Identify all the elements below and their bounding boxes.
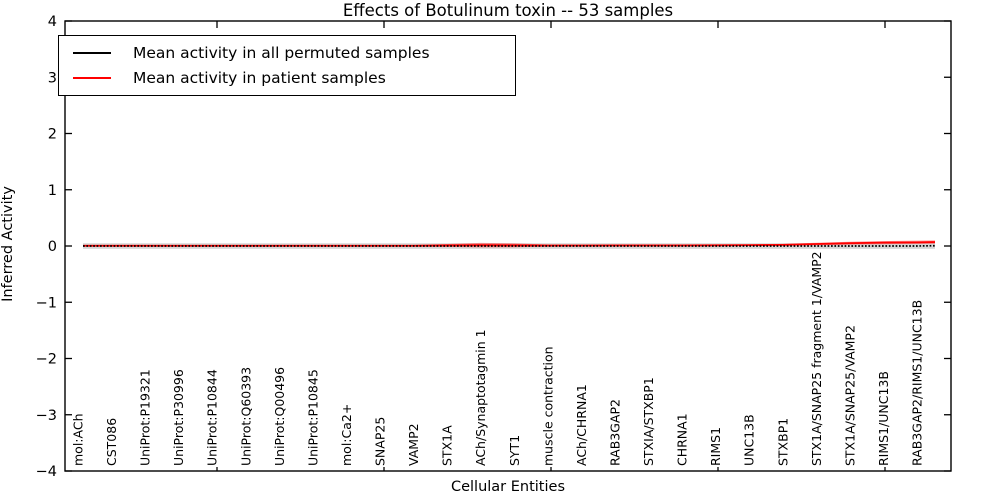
category-label: CST086 (104, 418, 119, 466)
category-label: ACh/CHRNA1 (574, 384, 589, 466)
y-tick-label: 1 (48, 183, 57, 199)
category-label: RIMS1 (708, 427, 723, 466)
x-axis-label: Cellular Entities (450, 479, 566, 495)
category-label: UNC13B (742, 414, 757, 466)
category-label: RIMS1/UNC13B (876, 371, 891, 466)
y-axis-label: Inferred Activity (0, 186, 16, 302)
y-tick-label: 2 (48, 127, 57, 143)
category-label: muscle contraction (540, 346, 555, 466)
legend-item: Mean activity in all permuted samples (73, 40, 515, 66)
legend-line-sample (73, 51, 111, 54)
category-label: SYT1 (507, 435, 522, 466)
category-label: UniProt:P10844 (205, 369, 220, 466)
category-label: UniProt:P30996 (171, 369, 186, 466)
y-tick-label: −4 (36, 464, 57, 480)
y-tick-label: −3 (36, 408, 57, 424)
category-label: STXBP1 (775, 418, 790, 466)
legend-item-label: Mean activity in patient samples (133, 69, 386, 88)
category-label: UniProt:P10845 (305, 369, 320, 466)
legend: Mean activity in all permuted samples Mea… (58, 35, 516, 96)
category-label: SNAP25 (373, 417, 388, 466)
category-label: STXIA/STXBP1 (641, 377, 656, 466)
category-label: RAB3GAP2/RIMS1/UNC13B (910, 300, 925, 466)
category-label: ACh/Synaptotagmin 1 (473, 329, 488, 466)
y-tick-label: −2 (36, 352, 57, 368)
legend-line-sample (73, 77, 111, 80)
category-label: mol:Ca2+ (339, 404, 354, 466)
y-tick-label: −1 (36, 295, 57, 311)
category-label: VAMP2 (406, 423, 421, 466)
legend-item: Mean activity in patient samples (73, 66, 515, 92)
category-label: STX1A/SNAP25/VAMP2 (842, 325, 857, 466)
category-label: STX1A (440, 425, 455, 466)
y-tick-label: 0 (48, 239, 57, 255)
category-label: UniProt:Q60393 (238, 367, 253, 466)
category-label: UniProt:Q00496 (272, 367, 287, 466)
legend-item-label: Mean activity in all permuted samples (133, 43, 430, 62)
y-tick-label: 4 (48, 14, 57, 30)
chart-title: Effects of Botulinum toxin -- 53 samples (342, 1, 674, 20)
category-label: mol:ACh (71, 414, 86, 467)
category-label: RAB3GAP2 (607, 399, 622, 466)
category-label: UniProt:P19321 (138, 369, 153, 466)
y-tick-label: 3 (48, 70, 57, 86)
category-label: CHRNA1 (675, 413, 690, 466)
category-label: STX1A/SNAP25 fragment 1/VAMP2 (809, 251, 824, 466)
